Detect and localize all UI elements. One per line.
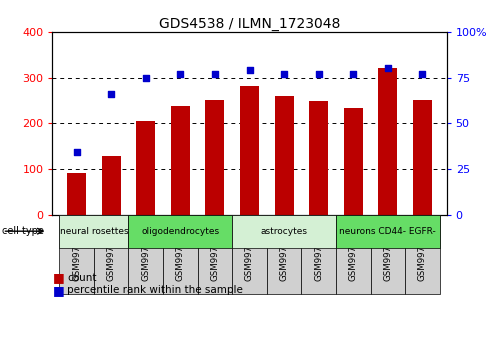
Text: GSM997561: GSM997561 <box>176 228 185 281</box>
Text: neural rosettes: neural rosettes <box>59 227 128 236</box>
Bar <box>59 215 94 294</box>
Bar <box>413 101 432 215</box>
Text: astrocytes: astrocytes <box>260 227 307 236</box>
Bar <box>309 101 328 215</box>
Point <box>315 71 323 77</box>
Bar <box>102 156 121 215</box>
Text: ■: ■ <box>52 272 64 284</box>
Bar <box>198 215 232 294</box>
Bar <box>378 68 397 215</box>
Bar <box>232 215 336 248</box>
Text: GSM997565: GSM997565 <box>314 228 323 281</box>
Point <box>418 71 426 77</box>
Bar <box>67 173 86 215</box>
Text: oligodendrocytes: oligodendrocytes <box>141 227 220 236</box>
Text: cell type: cell type <box>2 226 44 236</box>
Bar <box>267 215 301 294</box>
Bar <box>274 96 293 215</box>
Point <box>142 75 150 80</box>
Text: GSM997560: GSM997560 <box>141 228 150 281</box>
Text: percentile rank within the sample: percentile rank within the sample <box>67 285 243 295</box>
Text: count: count <box>67 273 97 283</box>
Bar <box>128 215 163 294</box>
Bar <box>163 215 198 294</box>
Bar <box>171 106 190 215</box>
Text: GSM997564: GSM997564 <box>279 228 288 281</box>
Bar <box>344 108 363 215</box>
Point <box>107 91 115 97</box>
Point <box>73 150 81 155</box>
Text: GSM997563: GSM997563 <box>245 228 254 281</box>
Text: ■: ■ <box>52 284 64 297</box>
Bar <box>136 121 155 215</box>
Text: neurons CD44- EGFR-: neurons CD44- EGFR- <box>339 227 436 236</box>
Point <box>280 71 288 77</box>
Point <box>246 67 253 73</box>
Text: GSM997568: GSM997568 <box>418 228 427 281</box>
Text: GSM997558: GSM997558 <box>72 228 81 281</box>
Point <box>384 65 392 71</box>
Bar <box>371 215 405 294</box>
Text: GSM997567: GSM997567 <box>383 228 392 281</box>
Bar <box>128 215 232 248</box>
Bar <box>301 215 336 294</box>
Title: GDS4538 / ILMN_1723048: GDS4538 / ILMN_1723048 <box>159 17 340 31</box>
Bar <box>206 101 225 215</box>
Bar <box>240 86 259 215</box>
Bar <box>336 215 371 294</box>
Text: GSM997559: GSM997559 <box>107 228 116 281</box>
Bar <box>336 215 440 248</box>
Bar <box>405 215 440 294</box>
Text: GSM997562: GSM997562 <box>211 228 220 281</box>
Bar <box>59 215 128 248</box>
Text: GSM997566: GSM997566 <box>349 228 358 281</box>
Point <box>211 71 219 77</box>
Bar <box>232 215 267 294</box>
Point <box>176 71 184 77</box>
Bar <box>94 215 128 294</box>
Point <box>349 71 357 77</box>
